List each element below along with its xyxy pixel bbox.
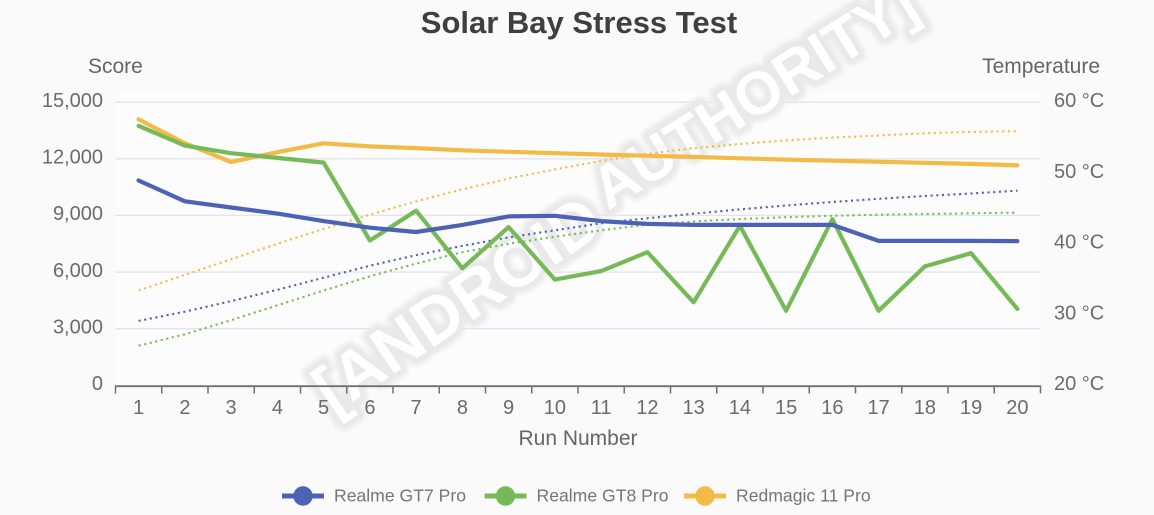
svg-text:Score: Score — [88, 55, 143, 78]
svg-text:6: 6 — [364, 397, 375, 419]
svg-text:60 °C: 60 °C — [1054, 90, 1104, 112]
svg-text:Solar Bay Stress Test: Solar Bay Stress Test — [421, 5, 737, 40]
svg-text:9,000: 9,000 — [53, 203, 103, 225]
svg-text:4: 4 — [272, 397, 283, 419]
svg-text:16: 16 — [821, 397, 843, 419]
svg-text:8: 8 — [457, 397, 468, 419]
svg-text:9: 9 — [503, 397, 514, 419]
svg-text:30 °C: 30 °C — [1054, 302, 1104, 324]
svg-text:14: 14 — [729, 397, 751, 419]
svg-text:Realme GT8 Pro: Realme GT8 Pro — [537, 486, 669, 506]
svg-text:11: 11 — [591, 397, 612, 419]
svg-text:18: 18 — [914, 397, 936, 419]
svg-text:7: 7 — [411, 397, 422, 419]
svg-text:Run Number: Run Number — [518, 427, 637, 450]
svg-text:13: 13 — [682, 397, 704, 419]
svg-text:Realme GT7 Pro: Realme GT7 Pro — [334, 486, 466, 506]
svg-text:19: 19 — [960, 397, 982, 419]
svg-text:12: 12 — [636, 397, 658, 419]
svg-text:20 °C: 20 °C — [1054, 373, 1104, 395]
svg-text:0: 0 — [92, 373, 103, 395]
svg-text:2: 2 — [179, 397, 190, 419]
svg-text:1: 1 — [133, 397, 144, 419]
svg-text:12,000: 12,000 — [42, 147, 103, 169]
svg-text:3: 3 — [226, 397, 237, 419]
svg-text:10: 10 — [544, 397, 566, 419]
svg-text:20: 20 — [1006, 397, 1028, 419]
svg-text:17: 17 — [867, 397, 889, 419]
svg-text:Redmagic 11 Pro: Redmagic 11 Pro — [736, 486, 871, 506]
svg-text:6,000: 6,000 — [53, 260, 103, 282]
svg-text:15,000: 15,000 — [42, 90, 103, 112]
svg-text:5: 5 — [318, 397, 329, 419]
svg-text:Temperature: Temperature — [982, 55, 1100, 78]
svg-text:40 °C: 40 °C — [1054, 232, 1104, 254]
svg-text:50 °C: 50 °C — [1054, 161, 1104, 183]
svg-text:3,000: 3,000 — [53, 317, 103, 339]
svg-text:15: 15 — [775, 397, 797, 419]
